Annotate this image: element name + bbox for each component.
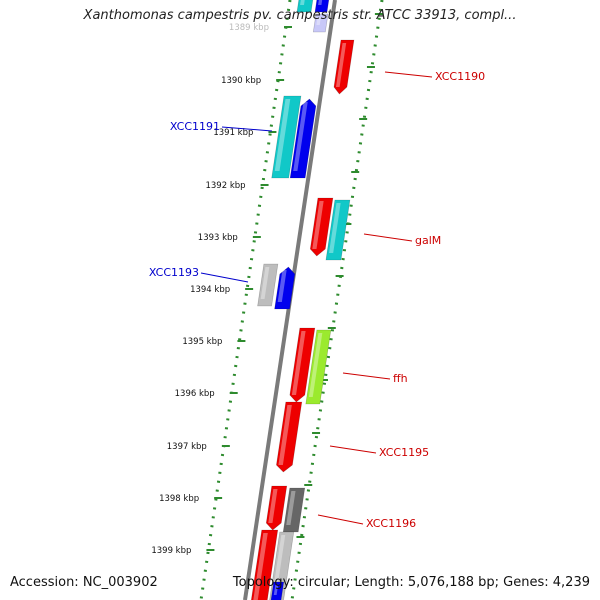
gene-label-xcc1195[interactable]: XCC1195 xyxy=(379,446,429,459)
gene-top-cyan-highlight xyxy=(300,0,306,5)
scale-tick-label: 1391 kbp xyxy=(213,128,253,138)
gene-label-leader xyxy=(200,272,249,283)
gene-bottom-red-highlight xyxy=(252,533,268,600)
gene-label-xcc1193[interactable]: XCC1193 xyxy=(149,266,199,279)
gene-bottom-blue-highlight xyxy=(273,585,279,595)
gene-label-ffh[interactable]: ffh xyxy=(393,372,408,385)
gene-ffh-red-highlight xyxy=(291,331,306,395)
gene-label-xcc1191[interactable]: XCC1191 xyxy=(170,120,220,133)
gene-ffh-lime[interactable] xyxy=(305,329,332,405)
gene-label-leader xyxy=(317,514,364,525)
gene-xcc1191-cyan[interactable] xyxy=(271,95,302,179)
gene-bottom-blue[interactable] xyxy=(270,581,285,600)
gene-xcc1191-blue-highlight xyxy=(293,102,308,171)
scale-tick-label: 1393 kbp xyxy=(198,233,238,243)
gene-xcc1193-blue-highlight xyxy=(277,270,287,302)
gene-xcc1193-gray-highlight xyxy=(260,267,270,299)
genome-title: Xanthomonas campestris pv. campestris st… xyxy=(83,8,517,23)
gene-top-cyan[interactable] xyxy=(296,0,315,13)
gene-xcc1191-cyan-highlight xyxy=(274,99,291,171)
gene-label-leader xyxy=(384,71,433,78)
scale-tick-label: 1390 kbp xyxy=(221,76,261,86)
scale-tick-label: 1395 kbp xyxy=(182,337,222,347)
accession-text: Accession: NC_003902 xyxy=(10,575,158,590)
gene-label-xcc1196[interactable]: XCC1196 xyxy=(366,517,416,530)
scale-tick-label: 1398 kbp xyxy=(159,494,199,504)
scale-tick-label: 1392 kbp xyxy=(205,181,245,191)
gene-ffh-lime-highlight xyxy=(308,333,323,397)
scale-tick-label: 1394 kbp xyxy=(190,285,230,295)
gene-top-faint-highlight xyxy=(316,17,321,25)
gene-xcc1196-red[interactable] xyxy=(265,485,288,531)
scale-tick-label: 1389 kbp xyxy=(229,23,269,33)
gene-bottom-gray-highlight xyxy=(272,535,286,595)
gene-top-faint[interactable] xyxy=(312,13,329,33)
gene-top-blue-highlight xyxy=(318,0,323,5)
gene-xcc1196-gray[interactable] xyxy=(282,487,306,533)
gene-label-leader xyxy=(363,233,413,242)
right-guide-dots xyxy=(290,0,384,600)
gene-label-leader xyxy=(329,445,377,454)
gene-galm-cyan[interactable] xyxy=(325,199,351,261)
scale-tick-label: 1396 kbp xyxy=(175,389,215,399)
gene-xcc1190[interactable] xyxy=(333,39,355,95)
gene-label-xcc1190[interactable]: XCC1190 xyxy=(435,70,485,83)
gene-xcc1190-highlight xyxy=(335,43,347,87)
gene-label-leader xyxy=(342,372,391,380)
gene-xcc1193-gray[interactable] xyxy=(257,263,279,307)
gene-xcc1196-gray-highlight xyxy=(286,491,296,525)
gene-xcc1193-blue[interactable] xyxy=(274,266,296,310)
gene-top-blue[interactable] xyxy=(314,0,331,13)
gene-bottom-red[interactable] xyxy=(249,529,279,600)
scale-tick-label: 1399 kbp xyxy=(151,546,191,556)
gene-ffh-red[interactable] xyxy=(289,327,316,403)
gene-label-leader xyxy=(221,126,273,132)
gene-xcc1196-red-highlight xyxy=(268,489,278,523)
gene-galm-red-highlight xyxy=(312,201,324,249)
gene-xcc1195-highlight xyxy=(278,405,292,465)
left-guide-dots xyxy=(199,0,292,600)
gene-galm-cyan-highlight xyxy=(328,203,341,253)
gene-label-galm[interactable]: galM xyxy=(415,234,441,247)
topology-text: Topology: circular; Length: 5,076,188 bp… xyxy=(232,575,590,590)
gene-xcc1191-blue[interactable] xyxy=(289,98,317,179)
scale-tick-label: 1397 kbp xyxy=(167,442,207,452)
gene-galm-red[interactable] xyxy=(309,197,334,257)
gene-xcc1195[interactable] xyxy=(275,401,303,473)
